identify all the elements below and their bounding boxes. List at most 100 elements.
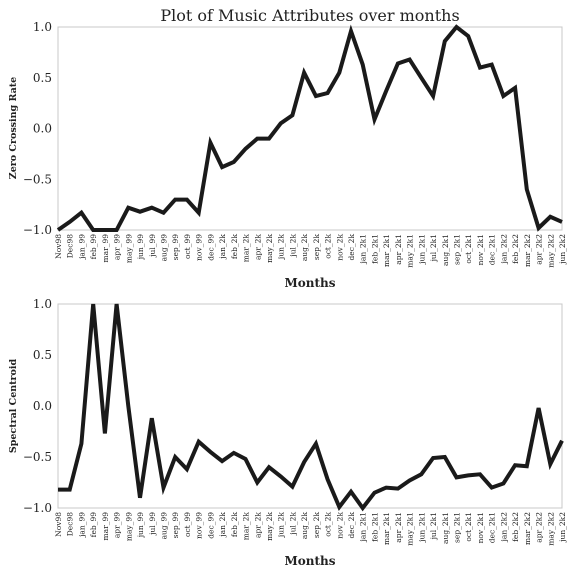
data-point — [244, 147, 248, 151]
x-tick-label: feb_2k2 — [511, 234, 520, 264]
data-point — [525, 187, 529, 191]
x-tick-label: feb_99 — [89, 234, 98, 260]
data-point — [396, 62, 400, 66]
data-point — [115, 302, 119, 306]
data-point — [337, 71, 341, 75]
data-point — [103, 432, 107, 436]
data-point — [384, 89, 388, 93]
x-tick-label: may_2k2 — [546, 512, 555, 546]
x-tick-label: Nov98 — [54, 512, 63, 537]
x-tick-label: jan_2k1 — [359, 234, 368, 264]
data-point — [525, 464, 529, 468]
x-tick-label: dec_99 — [206, 512, 215, 539]
data-point — [326, 477, 330, 481]
data-point — [232, 451, 236, 455]
y-axis-label: Spectral Centroid — [8, 359, 19, 454]
data-point — [302, 71, 306, 75]
x-tick-label: sep_2k1 — [453, 512, 462, 543]
x-tick-label: nov_2k — [335, 512, 344, 539]
x-tick-label: aug_2k — [300, 512, 309, 540]
data-point — [537, 226, 541, 230]
x-tick-label: jun_2k2 — [558, 512, 567, 543]
x-axis-label: Months — [284, 554, 335, 568]
x-tick-label: jul_99 — [148, 234, 157, 258]
data-point — [279, 474, 283, 478]
x-tick-label: oct_2k1 — [464, 234, 473, 264]
data-point — [466, 473, 470, 477]
x-tick-label: sep_2k1 — [453, 234, 462, 265]
data-point — [326, 91, 330, 95]
x-tick-label: aug_2k — [300, 234, 309, 262]
x-tick-label: apr_2k — [253, 234, 262, 260]
x-tick-label: aug_2k1 — [441, 512, 450, 544]
x-tick-label: apr_2k1 — [394, 234, 403, 265]
x-tick-label: may_2k2 — [546, 234, 555, 268]
x-tick-label: oct_99 — [183, 512, 192, 537]
data-point — [372, 491, 376, 495]
data-point — [455, 475, 459, 479]
data-point — [173, 455, 177, 459]
data-point — [150, 416, 154, 420]
data-point — [408, 57, 412, 61]
x-tick-label: apr_99 — [113, 512, 122, 538]
x-tick-label: feb_2k1 — [370, 234, 379, 264]
x-tick-label: Dec98 — [66, 234, 75, 258]
data-point — [513, 463, 517, 467]
x-tick-label: oct_2k1 — [464, 512, 473, 542]
data-point — [138, 210, 142, 214]
series-line — [58, 303, 564, 512]
x-tick-label: sep_2k — [312, 512, 321, 539]
data-point — [91, 302, 95, 306]
data-point — [361, 506, 365, 510]
data-point — [290, 113, 294, 117]
x-tick-label: feb_2k1 — [370, 512, 379, 542]
x-tick-label: dec_2k — [347, 512, 356, 539]
data-point — [126, 206, 130, 210]
x-tick-label: oct_2k — [324, 234, 333, 259]
x-tick-label: mar_2k — [242, 512, 251, 541]
y-tick-label: 1.0 — [33, 297, 52, 311]
x-tick-label: aug_99 — [159, 234, 168, 262]
data-point — [79, 442, 83, 446]
data-point — [267, 465, 271, 469]
data-point — [349, 490, 353, 494]
plot-area-frame — [57, 26, 563, 231]
data-point — [185, 198, 189, 202]
data-point — [361, 63, 365, 67]
x-tick-label: Dec98 — [66, 512, 75, 536]
x-tick-label: aug_2k1 — [441, 234, 450, 266]
data-point — [455, 25, 459, 29]
x-tick-label: jun_2k — [277, 234, 286, 261]
data-point — [490, 63, 494, 67]
x-tick-label: oct_99 — [183, 234, 192, 259]
x-tick-label: dec_2k1 — [488, 234, 497, 265]
data-point — [337, 505, 341, 509]
y-tick-label: −0.5 — [23, 450, 52, 464]
x-tick-label: nov_99 — [195, 512, 204, 539]
x-tick-label: aug_99 — [159, 512, 168, 540]
data-point — [232, 160, 236, 164]
x-tick-label: apr_2k2 — [535, 512, 544, 543]
y-tick-label: 1.0 — [33, 20, 52, 34]
data-point — [138, 496, 142, 500]
y-tick-label: 0.5 — [33, 71, 52, 85]
data-point — [279, 121, 283, 125]
data-point — [408, 478, 412, 482]
x-tick-label: feb_2k2 — [511, 512, 520, 542]
y-axis-label: Zero Crossing Rate — [8, 77, 19, 179]
data-point — [197, 440, 201, 444]
data-point — [431, 94, 435, 98]
data-point — [208, 141, 212, 145]
data-point — [56, 228, 60, 232]
x-tick-label: jan_2k — [218, 512, 227, 538]
data-point — [173, 198, 177, 202]
data-point — [548, 462, 552, 466]
data-point — [115, 228, 119, 232]
x-tick-label: nov_2k1 — [476, 512, 485, 543]
data-point — [419, 472, 423, 476]
x-tick-label: dec_2k1 — [488, 512, 497, 543]
x-tick-label: jan_99 — [77, 234, 86, 260]
x-tick-label: jan_2k2 — [499, 234, 508, 265]
data-point — [161, 486, 165, 490]
data-point — [443, 455, 447, 459]
